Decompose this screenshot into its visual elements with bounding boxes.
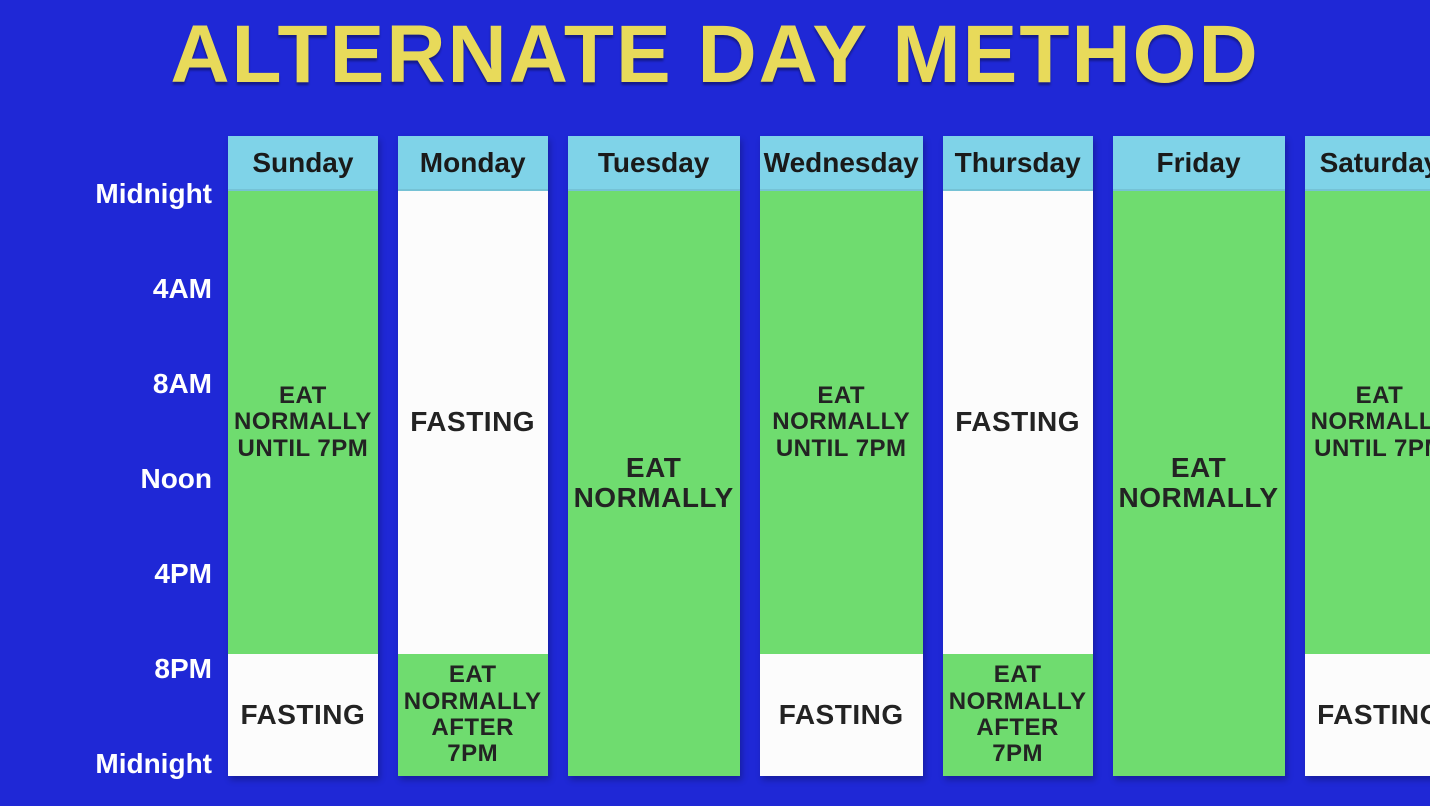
day-header: Saturday bbox=[1305, 136, 1430, 191]
time-label: 8PM bbox=[80, 653, 220, 685]
day-column: MondayFASTINGEAT NORMALLY AFTER 7PM bbox=[398, 136, 548, 776]
day-header: Friday bbox=[1113, 136, 1285, 191]
fast-segment: FASTING bbox=[943, 191, 1093, 654]
day-body: EAT NORMALLY bbox=[1113, 191, 1285, 776]
fast-segment: FASTING bbox=[228, 654, 378, 776]
day-header: Tuesday bbox=[568, 136, 740, 191]
day-body: EAT NORMALLY UNTIL 7PMFASTING bbox=[1305, 191, 1430, 776]
day-header: Wednesday bbox=[760, 136, 923, 191]
day-body: FASTINGEAT NORMALLY AFTER 7PM bbox=[943, 191, 1093, 776]
time-label: 4AM bbox=[80, 273, 220, 305]
time-label: Midnight bbox=[80, 178, 220, 210]
eat-segment: EAT NORMALLY UNTIL 7PM bbox=[1305, 191, 1430, 654]
day-body: FASTINGEAT NORMALLY AFTER 7PM bbox=[398, 191, 548, 776]
day-column: ThursdayFASTINGEAT NORMALLY AFTER 7PM bbox=[943, 136, 1093, 776]
time-label: 8AM bbox=[80, 368, 220, 400]
day-header: Sunday bbox=[228, 136, 378, 191]
day-column: SaturdayEAT NORMALLY UNTIL 7PMFASTING bbox=[1305, 136, 1430, 776]
day-column: TuesdayEAT NORMALLY bbox=[568, 136, 740, 776]
time-label: 4PM bbox=[80, 558, 220, 590]
fast-segment: FASTING bbox=[398, 191, 548, 654]
day-column: WednesdayEAT NORMALLY UNTIL 7PMFASTING bbox=[760, 136, 923, 776]
day-column: FridayEAT NORMALLY bbox=[1113, 136, 1285, 776]
infographic-frame: ALTERNATE DAY METHOD Midnight 4AM 8AM Noon 4… bbox=[0, 0, 1430, 806]
eat-segment: EAT NORMALLY UNTIL 7PM bbox=[228, 191, 378, 654]
eat-segment: EAT NORMALLY bbox=[1113, 191, 1285, 776]
time-label: Noon bbox=[80, 463, 220, 495]
day-column: SundayEAT NORMALLY UNTIL 7PMFASTING bbox=[228, 136, 378, 776]
fast-segment: FASTING bbox=[1305, 654, 1430, 776]
schedule-grid: Midnight4AM8AMNoon4PM8PMMidnight SundayE… bbox=[80, 136, 1410, 786]
eat-segment: EAT NORMALLY bbox=[568, 191, 740, 776]
page-title: ALTERNATE DAY METHOD bbox=[0, 8, 1430, 102]
day-columns: SundayEAT NORMALLY UNTIL 7PMFASTINGMonda… bbox=[228, 136, 1404, 776]
day-header: Monday bbox=[398, 136, 548, 191]
eat-segment: EAT NORMALLY AFTER 7PM bbox=[398, 654, 548, 776]
time-label: Midnight bbox=[80, 748, 220, 780]
day-body: EAT NORMALLY bbox=[568, 191, 740, 776]
day-body: EAT NORMALLY UNTIL 7PMFASTING bbox=[228, 191, 378, 776]
time-axis: Midnight4AM8AMNoon4PM8PMMidnight bbox=[80, 194, 220, 764]
fast-segment: FASTING bbox=[760, 654, 923, 776]
eat-segment: EAT NORMALLY AFTER 7PM bbox=[943, 654, 1093, 776]
eat-segment: EAT NORMALLY UNTIL 7PM bbox=[760, 191, 923, 654]
day-header: Thursday bbox=[943, 136, 1093, 191]
day-body: EAT NORMALLY UNTIL 7PMFASTING bbox=[760, 191, 923, 776]
